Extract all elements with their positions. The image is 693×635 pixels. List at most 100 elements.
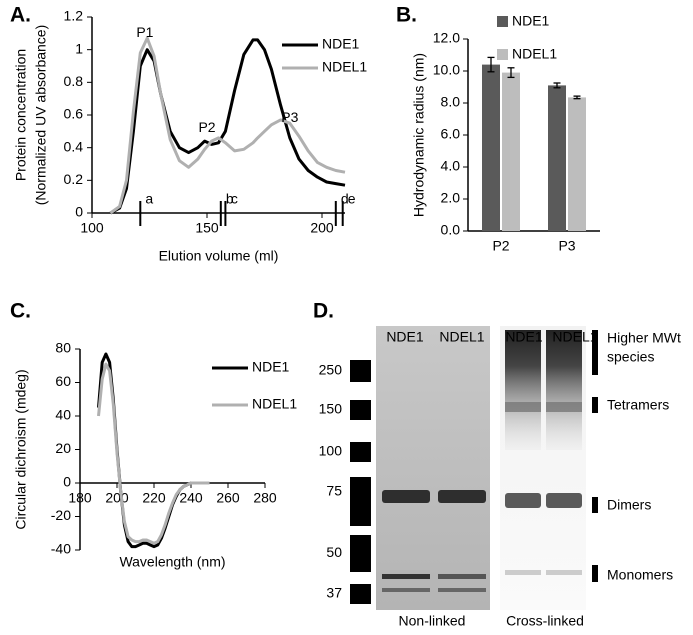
annotation: P3 — [281, 109, 298, 125]
x-tick-label: 240 — [179, 490, 203, 506]
band-label: Higher MWt — [607, 330, 681, 346]
gel-label: Non-linked — [399, 613, 466, 629]
y-tick-label: 0 — [75, 204, 83, 220]
gel-band — [505, 493, 541, 508]
band-bracket — [592, 497, 598, 513]
gel-smear — [505, 330, 541, 450]
marker-label: 100 — [319, 443, 343, 459]
marker-box — [350, 442, 371, 462]
gel-label: Cross-linked — [506, 613, 584, 629]
panel-label: A. — [10, 4, 31, 27]
y-tick-label: 12.0 — [433, 30, 460, 46]
data-line — [97, 352, 210, 549]
annotation: P2 — [198, 119, 215, 135]
legend-label: NDE1 — [322, 36, 360, 52]
gel-band — [438, 490, 486, 503]
error-bar — [507, 67, 515, 79]
legend-label: NDEL1 — [512, 46, 557, 62]
band-bracket — [592, 565, 598, 582]
gel-band — [546, 493, 582, 508]
marker-label: 250 — [319, 362, 343, 378]
band-bracket — [592, 397, 598, 413]
lane-label: NDE1 — [505, 329, 543, 345]
marker-label: 50 — [326, 544, 342, 560]
marker-box — [350, 535, 371, 572]
x-tick-label: 100 — [80, 220, 104, 236]
error-bar — [553, 82, 561, 89]
band-label: species — [607, 349, 654, 365]
gel-band — [505, 570, 541, 575]
lane-label: NDE1 — [386, 329, 424, 345]
x-tick-label: 200 — [310, 220, 334, 236]
bar — [548, 85, 566, 232]
band-label: Tetramers — [607, 397, 669, 413]
fraction-label: d — [341, 191, 349, 207]
panel-label: C. — [10, 300, 31, 323]
panel-label: B. — [396, 4, 417, 27]
y-axis-label: Protein concentration — [13, 49, 29, 181]
marker-box — [350, 477, 371, 526]
marker-label: 150 — [319, 401, 343, 417]
y-tick-label: 80 — [55, 340, 71, 356]
error-bar — [573, 95, 581, 100]
y-tick-label: 0.8 — [64, 73, 84, 89]
y-tick-label: 0.2 — [64, 171, 84, 187]
legend-label: NDE1 — [252, 359, 290, 375]
y-tick-label: 0.6 — [64, 106, 84, 122]
annotation: P1 — [136, 24, 153, 40]
x-tick-label: 200 — [105, 490, 129, 506]
y-tick-label: 2.0 — [441, 190, 461, 206]
y-tick-label: 0 — [63, 474, 71, 490]
gel-band — [546, 570, 582, 575]
y-axis-label: Hydrodynamic radius (nm) — [411, 53, 427, 217]
x-tick-label: 280 — [253, 490, 277, 506]
legend-label: NDE1 — [512, 13, 550, 29]
gel-band — [546, 402, 582, 412]
y-tick-label: 0.0 — [441, 222, 461, 238]
marker-label: 37 — [326, 585, 342, 601]
y-tick-label: -40 — [51, 541, 71, 557]
y-tick-label: 8.0 — [441, 94, 461, 110]
gel-band — [382, 574, 430, 579]
error-bar — [487, 56, 495, 73]
data-line — [97, 362, 210, 545]
gel-band — [505, 402, 541, 412]
y-axis-label: (Normalized UV absorbance) — [33, 25, 49, 206]
y-tick-label: 20 — [55, 440, 71, 456]
data-line — [109, 38, 346, 215]
x-tick-label: P3 — [558, 238, 575, 254]
band-label: Dimers — [607, 497, 651, 513]
band-label: Monomers — [607, 567, 673, 583]
x-tick-label: 180 — [68, 490, 92, 506]
y-tick-label: 6.0 — [441, 126, 461, 142]
legend-label: NDEL1 — [322, 59, 367, 75]
marker-box — [350, 400, 371, 420]
y-tick-label: 10.0 — [433, 62, 460, 78]
y-axis-label: Circular dichroism (mdeg) — [13, 369, 29, 529]
legend-swatch — [497, 16, 508, 27]
fraction-label: c — [231, 191, 238, 207]
lane-label: NDEL1 — [552, 329, 597, 345]
x-tick-label: 260 — [216, 490, 240, 506]
band-bracket — [592, 330, 598, 375]
fraction-label: e — [348, 191, 356, 207]
data-line — [109, 36, 346, 215]
y-tick-label: 60 — [55, 373, 71, 389]
bar — [482, 64, 500, 231]
x-tick-label: P2 — [492, 238, 509, 254]
legend-swatch — [497, 49, 508, 60]
fraction-label: a — [145, 191, 153, 207]
y-tick-label: 4.0 — [441, 158, 461, 174]
gel-smear — [546, 330, 582, 450]
gel-band — [382, 588, 430, 592]
marker-label: 75 — [326, 483, 342, 499]
bar — [568, 97, 586, 232]
y-tick-label: 0.4 — [64, 138, 84, 154]
gel-band — [438, 588, 486, 592]
y-tick-label: 1 — [75, 40, 83, 56]
x-tick-label: 220 — [142, 490, 166, 506]
bar — [502, 72, 520, 231]
y-tick-label: -20 — [51, 507, 71, 523]
y-tick-label: 1.2 — [64, 8, 84, 24]
